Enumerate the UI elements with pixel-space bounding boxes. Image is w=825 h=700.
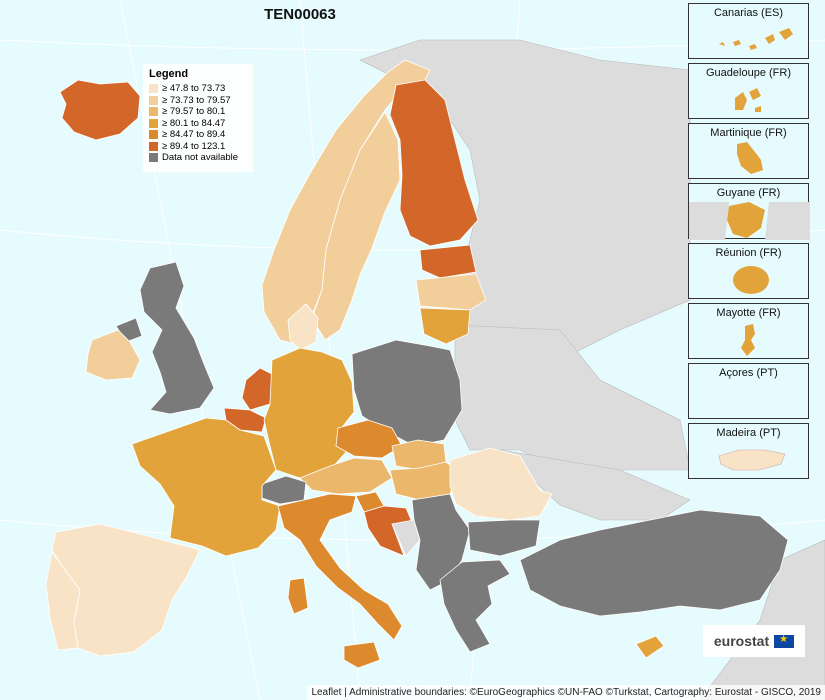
region-uk[interactable] <box>139 261 215 415</box>
region-sweden[interactable] <box>311 111 401 341</box>
inset-label: Canarias (ES) <box>713 7 784 19</box>
region-czechia[interactable] <box>335 419 403 459</box>
legend-swatch <box>149 130 158 140</box>
legend-item: ≥ 73.73 to 79.57 <box>149 95 247 107</box>
inset-shape <box>737 142 763 174</box>
eu-flag-icon <box>774 634 795 648</box>
region-germany[interactable] <box>263 347 355 479</box>
eurostat-logo: eurostat <box>703 625 805 657</box>
region-portugal[interactable] <box>45 551 81 651</box>
region-denmark[interactable] <box>287 303 319 351</box>
legend-item: ≥ 84.47 to 89.4 <box>149 129 247 141</box>
region-iceland[interactable] <box>59 79 141 141</box>
inset-label: Guyane (FR) <box>716 187 781 199</box>
map-title: TEN00063 <box>264 6 336 23</box>
legend-swatch <box>149 84 158 94</box>
legend-label: Data not available <box>162 152 239 164</box>
region-cyprus[interactable] <box>635 635 665 659</box>
region-estonia[interactable] <box>419 244 477 279</box>
legend-item: ≥ 47.8 to 73.73 <box>149 83 247 95</box>
inset-label: Açores (PT) <box>719 367 778 379</box>
legend-swatch <box>149 107 158 117</box>
inset-shape <box>741 324 755 356</box>
logo-text: eurostat <box>713 633 770 649</box>
inset-panels: Canarias (ES) Guadeloupe (FR) Martinique… <box>688 3 810 483</box>
legend-label: ≥ 73.73 to 79.57 <box>162 94 231 106</box>
inset-label: Réunion (FR) <box>715 247 782 259</box>
legend-item: ≥ 89.4 to 123.1 <box>149 141 247 153</box>
legend-item: Data not available <box>149 152 247 164</box>
region-switzerland[interactable] <box>261 475 307 505</box>
inset-guadeloupe[interactable]: Guadeloupe (FR) <box>688 63 809 119</box>
legend: Legend ≥ 47.8 to 73.73 ≥ 73.73 to 79.57 ≥ … <box>143 64 253 172</box>
legend-swatch <box>149 153 158 163</box>
inset-canarias[interactable]: Canarias (ES) <box>688 3 809 59</box>
inset-shape <box>733 266 769 294</box>
region-france[interactable] <box>131 417 281 557</box>
inset-acores[interactable]: Açores (PT) <box>688 363 809 419</box>
inset-label: Guadeloupe (FR) <box>706 67 791 79</box>
legend-label: ≥ 84.47 to 89.4 <box>162 129 226 141</box>
region-greece[interactable] <box>439 559 511 653</box>
inset-martinique[interactable]: Martinique (FR) <box>688 123 809 179</box>
inset-shape <box>718 449 786 471</box>
region-turkey[interactable] <box>519 509 789 617</box>
inset-shape <box>719 28 793 50</box>
inset-label: Madeira (PT) <box>716 427 781 439</box>
legend-swatch <box>149 95 158 105</box>
inset-shape <box>689 202 810 240</box>
legend-label: ≥ 47.8 to 73.73 <box>162 83 226 95</box>
legend-swatch <box>149 118 158 128</box>
non-eu-land <box>359 39 825 700</box>
inset-label: Martinique (FR) <box>710 127 787 139</box>
legend-item: ≥ 80.1 to 84.47 <box>149 118 247 130</box>
region-italy[interactable] <box>277 493 403 641</box>
region-sicily[interactable] <box>343 641 381 669</box>
inset-madeira[interactable]: Madeira (PT) <box>688 423 809 479</box>
legend-label: ≥ 80.1 to 84.47 <box>162 117 226 129</box>
region-ireland[interactable] <box>85 329 141 381</box>
legend-title: Legend <box>149 68 189 80</box>
region-netherlands[interactable] <box>241 367 273 411</box>
region-lithuania[interactable] <box>419 307 471 345</box>
map-attribution: Leaflet | Administrative boundaries: ©Eu… <box>307 685 825 700</box>
legend-label: ≥ 79.57 to 80.1 <box>162 106 226 118</box>
inset-shape <box>735 88 761 112</box>
legend-item: ≥ 79.57 to 80.1 <box>149 106 247 118</box>
region-finland[interactable] <box>389 79 479 247</box>
legend-swatch <box>149 141 158 151</box>
inset-reunion[interactable]: Réunion (FR) <box>688 243 809 299</box>
region-latvia[interactable] <box>415 273 487 311</box>
region-sardinia[interactable] <box>287 577 309 615</box>
region-romania[interactable] <box>449 447 553 521</box>
region-bulgaria[interactable] <box>467 519 541 557</box>
region-poland[interactable] <box>351 339 463 447</box>
inset-mayotte[interactable]: Mayotte (FR) <box>688 303 809 359</box>
inset-label: Mayotte (FR) <box>716 307 781 319</box>
legend-label: ≥ 89.4 to 123.1 <box>162 140 226 152</box>
inset-guyane[interactable]: Guyane (FR) <box>688 183 810 240</box>
